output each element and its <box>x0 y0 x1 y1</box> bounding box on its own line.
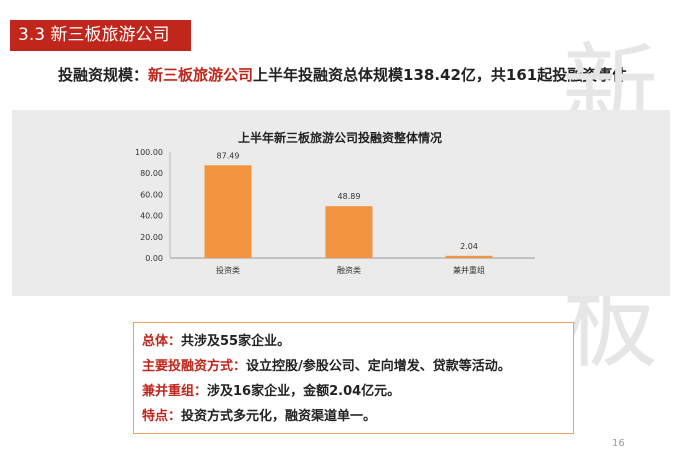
x-tick-label: 兼并重组 <box>453 265 485 275</box>
bar <box>445 255 493 258</box>
chart-title: 上半年新三板旅游公司投融资整体情况 <box>238 130 442 145</box>
data-label: 87.49 <box>217 151 240 160</box>
x-tick-label: 投资类 <box>216 265 240 275</box>
info-text: 共涉及55家企业。 <box>181 334 291 349</box>
section-title: 3.3 新三板旅游公司 <box>10 20 191 51</box>
headline: 投融资规模：新三板旅游公司上半年投融资总体规模138.42亿，共161起投融资事… <box>58 64 627 85</box>
info-key: 兼并重组： <box>142 384 208 399</box>
info-text: 设立控股/参股公司、定向增发、贷款等活动。 <box>246 359 511 374</box>
y-tick-label: 0.00 <box>145 254 163 263</box>
info-box: 总体：共涉及55家企业。 主要投融资方式：设立控股/参股公司、定向增发、贷款等活动… <box>133 322 574 434</box>
y-tick-label: 20.00 <box>140 233 163 242</box>
info-row: 特点：投资方式多元化，融资渠道单一。 <box>142 404 565 429</box>
info-key: 主要投融资方式： <box>142 359 247 374</box>
headline-rest: 上半年投融资总体规模138.42亿，共161起投融资事件 <box>253 66 628 84</box>
y-tick-label: 80.00 <box>140 169 163 178</box>
bar-chart: 上半年新三板旅游公司投融资整体情况 0.00 20.00 40.00 60.00 80.… <box>135 130 535 275</box>
y-tick-label: 100.00 <box>135 148 163 157</box>
headline-prefix: 投融资规模： <box>58 66 149 84</box>
info-key: 总体： <box>142 334 182 349</box>
headline-highlight: 新三板旅游公司 <box>148 66 254 84</box>
bar <box>204 165 252 258</box>
y-tick-label: 40.00 <box>140 212 163 221</box>
page-number: 16 <box>612 438 625 449</box>
data-label: 2.04 <box>460 242 478 251</box>
info-text: 投资方式多元化，融资渠道单一。 <box>181 409 377 424</box>
info-row: 兼并重组：涉及16家企业，金额2.04亿元。 <box>142 379 565 404</box>
data-label: 48.89 <box>338 192 361 201</box>
chart-panel <box>12 110 670 296</box>
x-tick-label: 融资类 <box>337 265 361 275</box>
info-key: 特点： <box>142 409 182 424</box>
info-row: 主要投融资方式：设立控股/参股公司、定向增发、贷款等活动。 <box>142 354 565 379</box>
info-row: 总体：共涉及55家企业。 <box>142 329 565 354</box>
info-text: 涉及16家企业，金额2.04亿元。 <box>207 384 401 399</box>
bar <box>325 206 373 258</box>
y-tick-label: 60.00 <box>140 190 163 199</box>
